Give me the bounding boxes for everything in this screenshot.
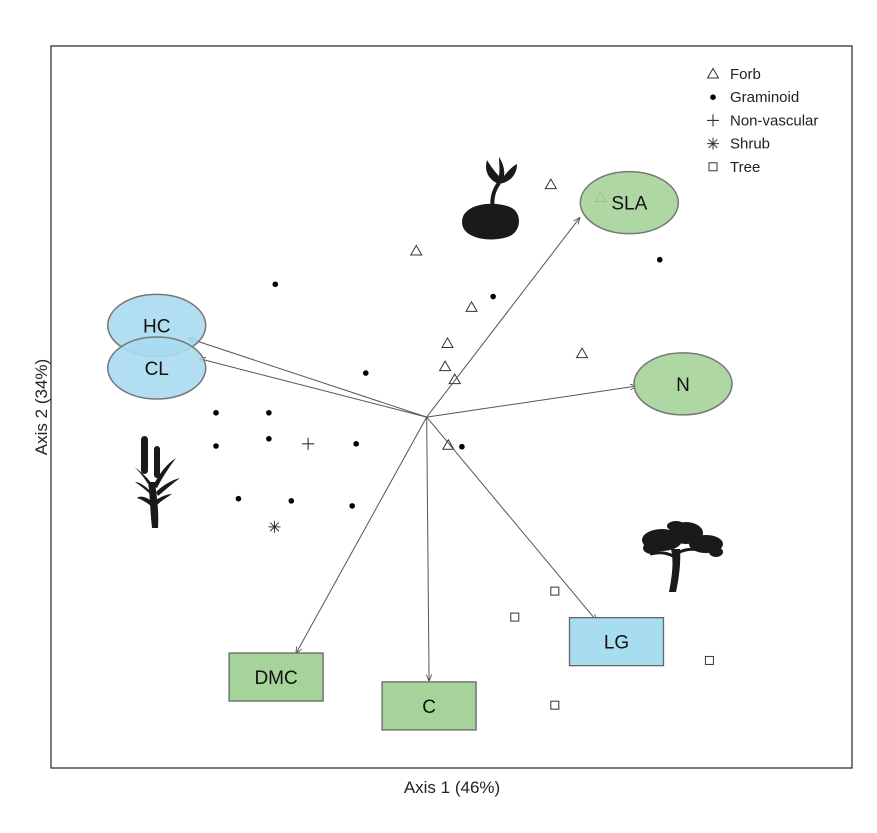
legend-forb-marker [706,67,720,79]
non-vascular-point [302,437,315,450]
trait-n-label: N [676,375,690,396]
legend-shrub-marker [707,137,719,150]
graminoid-point [656,256,663,263]
graminoid-point [266,409,272,416]
water-lily-icon [462,157,519,240]
trait-hc-label: HC [143,316,170,337]
forb-point [438,360,452,372]
trait-sla-label: SLA [611,194,647,215]
legend-tree-marker [708,162,718,172]
vector-cl [199,359,427,418]
trait-dmc-label: DMC [254,668,297,689]
legend-tree-label: Tree [730,159,760,176]
trait-dmc-box [228,652,324,702]
graminoid-point [288,498,295,504]
legend: Forb Graminoid Non-vascular Shrub Tree [706,66,818,176]
forb-point [441,336,454,348]
tree-icon [642,521,723,592]
tree-point [550,700,560,710]
forb-point [448,373,462,385]
forb-point [575,347,589,359]
graminoid-point [272,281,279,288]
plot-frame [50,45,853,769]
tree-point [510,612,520,622]
vector-sla [426,218,580,418]
points-layer [213,178,714,710]
x-axis-title: Axis 1 (46%) [404,778,500,797]
graminoid-point [213,443,219,449]
graminoid-point [362,370,369,376]
forb-point [544,178,558,190]
legend-graminoid-label: Graminoid [730,89,799,106]
vector-dmc [296,416,428,653]
icons-layer [133,157,723,592]
trait-lg-label: LG [604,633,629,654]
tree-point [704,655,714,665]
forb-point [465,300,478,312]
forb-point [409,244,423,256]
legend-non-vascular-marker [707,114,719,127]
shrub-point [268,520,281,533]
trait-c-box [381,681,477,731]
graminoid-point [266,435,272,442]
legend-forb-label: Forb [730,66,761,83]
graminoid-point [459,443,465,450]
trait-sla-ellipse [579,170,680,235]
graminoid-point [213,409,219,416]
tree-point [550,586,560,596]
y-axis-title: Axis 2 (34%) [32,359,51,455]
graminoid-point [353,441,359,447]
vector-lg [426,416,597,621]
forb-point [441,438,455,450]
trait-n-ellipse [633,352,733,416]
legend-shrub-label: Shrub [730,136,770,153]
vector-c [427,417,429,681]
graminoid-point [235,495,242,502]
trait-cl-label: CL [145,359,169,380]
trait-lg-box [568,617,665,667]
trait-labels-layer: SLA HC CL N LG C DMC [106,170,733,731]
graminoid-point [490,293,496,300]
vectors-layer [189,218,637,681]
trait-c-label: C [422,697,436,718]
vector-hc [189,338,427,418]
trait-cl-ellipse [106,336,207,400]
legend-non-vascular-label: Non-vascular [730,112,818,129]
graminoid-point [349,503,355,509]
cattail-icon [133,436,180,528]
vector-n [426,386,637,418]
legend-graminoid-marker [710,94,716,100]
